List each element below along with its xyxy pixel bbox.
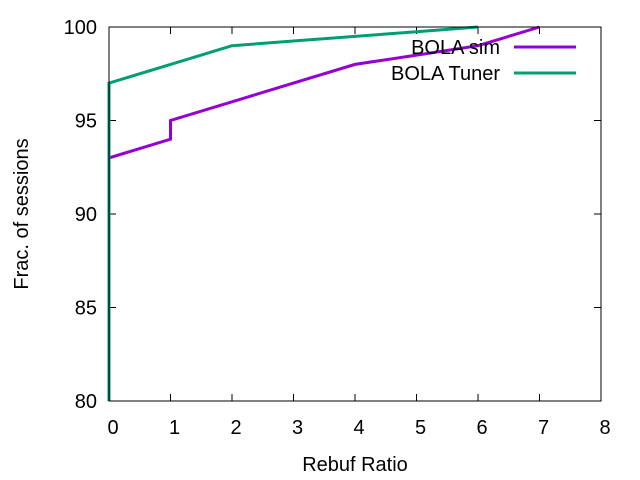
legend: BOLA sim BOLA Tuner — [391, 37, 576, 85]
legend-label-2: BOLA Tuner — [391, 63, 500, 85]
x-tick-label: 7 — [538, 417, 549, 439]
x-tick-label: 2 — [230, 417, 241, 439]
y-tick-label: 90 — [75, 204, 97, 226]
y-tick-label: 85 — [75, 298, 97, 320]
x-tick-label: 6 — [476, 417, 487, 439]
x-axis-label: Rebuf Ratio — [302, 454, 408, 476]
series-line-1 — [107, 25, 540, 401]
y-tick-label: 100 — [64, 17, 97, 39]
x-tick-label: 5 — [415, 417, 426, 439]
x-tick-label: 3 — [292, 417, 303, 439]
x-tick-label: 1 — [169, 417, 180, 439]
y-tick-label: 80 — [75, 391, 97, 413]
x-tick-label: 8 — [599, 417, 610, 439]
y-axis-label: Frac. of sessions — [11, 138, 33, 289]
series-layer — [107, 25, 540, 401]
plot-frame — [108, 26, 602, 402]
y-tick-label: 95 — [75, 111, 97, 133]
legend-label-1: BOLA sim — [411, 37, 500, 59]
ticks-layer: 0 1 2 3 4 5 6 7 8 80 85 90 95 100 — [64, 17, 611, 439]
x-tick-label: 4 — [353, 417, 364, 439]
x-tick-label: 0 — [107, 417, 118, 439]
series-line-2 — [107, 25, 479, 401]
